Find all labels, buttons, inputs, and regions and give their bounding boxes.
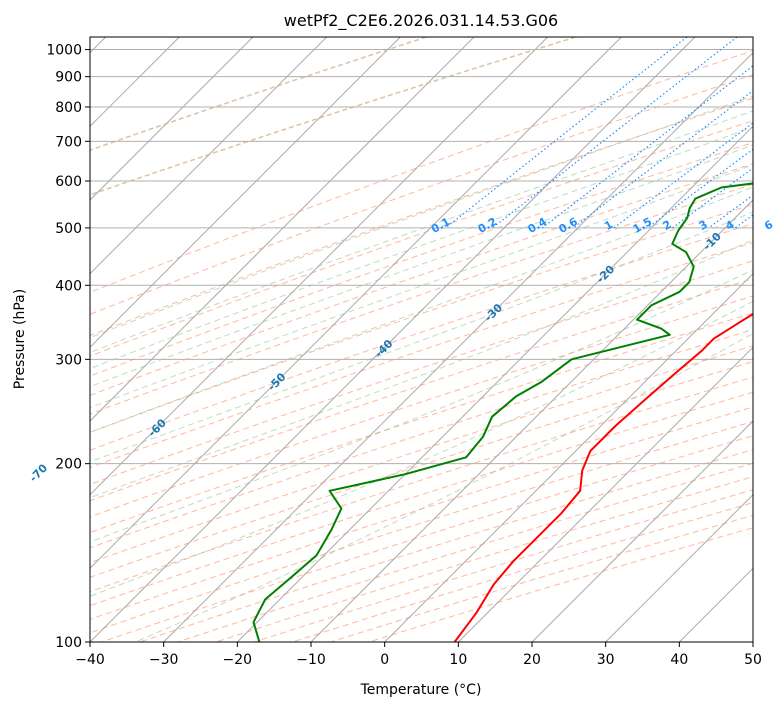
chart-title: wetPf2_C2E6.2026.031.14.53.G06 xyxy=(284,11,558,31)
isotherm-line xyxy=(163,51,753,642)
dry-adiabat-line xyxy=(90,329,753,549)
y-tick-label: 700 xyxy=(55,134,82,150)
dry-adiabat-line xyxy=(90,163,753,396)
moist-adiabat-line xyxy=(90,95,753,339)
y-tick-label: 600 xyxy=(55,174,82,190)
isotherm-line xyxy=(457,346,753,642)
x-axis-title: Temperature (°C) xyxy=(360,682,482,698)
isotherm-line xyxy=(605,493,753,642)
isotherm-line xyxy=(90,37,622,570)
isotherm-line xyxy=(310,199,753,642)
y-tick-label: 900 xyxy=(55,70,82,86)
y-tick-label: 1000 xyxy=(46,43,82,59)
mixing-ratio-line xyxy=(492,37,738,229)
isotherm-line xyxy=(90,37,475,422)
dewpoint-profile-line xyxy=(252,182,753,642)
y-axis-ticks: 1000 900 800 700 600 500 400 300 200 100 xyxy=(46,43,90,651)
dry-adiabat-line xyxy=(90,183,753,415)
dry-adiabat-line xyxy=(90,278,753,502)
isotherms xyxy=(90,37,753,642)
y-tick-label: 200 xyxy=(55,457,82,473)
x-tick-label: 20 xyxy=(523,652,541,668)
moist-adiabat-line xyxy=(90,126,753,370)
moist-adiabat-line xyxy=(90,164,753,409)
plot-area xyxy=(90,37,753,642)
x-tick-label: 40 xyxy=(670,652,688,668)
isotherm-line xyxy=(90,37,328,275)
moist-adiabat-line xyxy=(90,211,753,463)
profile-series xyxy=(252,182,753,642)
isotherm-line xyxy=(384,272,753,642)
x-tick-label: −40 xyxy=(75,652,105,668)
temperature-profile-line xyxy=(453,312,753,642)
isotherm-line xyxy=(90,37,696,642)
moist-adiabat-line xyxy=(135,332,753,642)
y-tick-label: 100 xyxy=(55,635,82,651)
moist-adiabat-line xyxy=(90,110,753,353)
isotherm-line xyxy=(90,37,254,201)
isotherm-line xyxy=(236,125,753,642)
y-tick-label: 300 xyxy=(55,352,82,368)
mixing-ratio-line xyxy=(572,89,753,229)
dry-adiabat-line xyxy=(90,50,753,293)
moist-adiabat-line xyxy=(90,186,753,433)
x-tick-label: −10 xyxy=(296,652,326,668)
moist-adiabats xyxy=(90,95,753,642)
pressure-gridlines xyxy=(90,49,753,642)
dry-adiabat-line xyxy=(90,223,753,451)
dry-adiabat-line xyxy=(90,74,753,315)
x-tick-label: −30 xyxy=(149,652,179,668)
x-tick-label: −20 xyxy=(223,652,253,668)
dry-adiabat-line xyxy=(90,97,753,337)
x-tick-label: 50 xyxy=(744,652,762,668)
y-axis-title: Pressure (hPa) xyxy=(12,289,28,389)
y-tick-label: 800 xyxy=(55,100,82,116)
dry-adiabat-line xyxy=(90,142,753,377)
isotherm-line xyxy=(90,37,549,496)
x-axis-ticks: −40 −30 −20 −10 0 10 20 30 40 50 xyxy=(75,642,762,668)
dry-adiabat-line xyxy=(90,391,753,607)
x-tick-label: 30 xyxy=(597,652,615,668)
isotherm-line xyxy=(90,37,401,349)
dry-adiabat-line xyxy=(90,312,753,534)
y-tick-label: 500 xyxy=(55,221,82,237)
mixing-ratio-line xyxy=(542,65,753,229)
mixing-ratio-lines xyxy=(445,37,753,229)
x-tick-label: 0 xyxy=(380,652,389,668)
mixing-ratio-line xyxy=(672,167,753,229)
x-tick-label: 10 xyxy=(449,652,467,668)
plot-frame xyxy=(89,36,754,643)
y-tick-label: 400 xyxy=(55,278,82,294)
isotherm-line xyxy=(531,420,753,642)
moist-adiabat-line xyxy=(90,144,753,388)
